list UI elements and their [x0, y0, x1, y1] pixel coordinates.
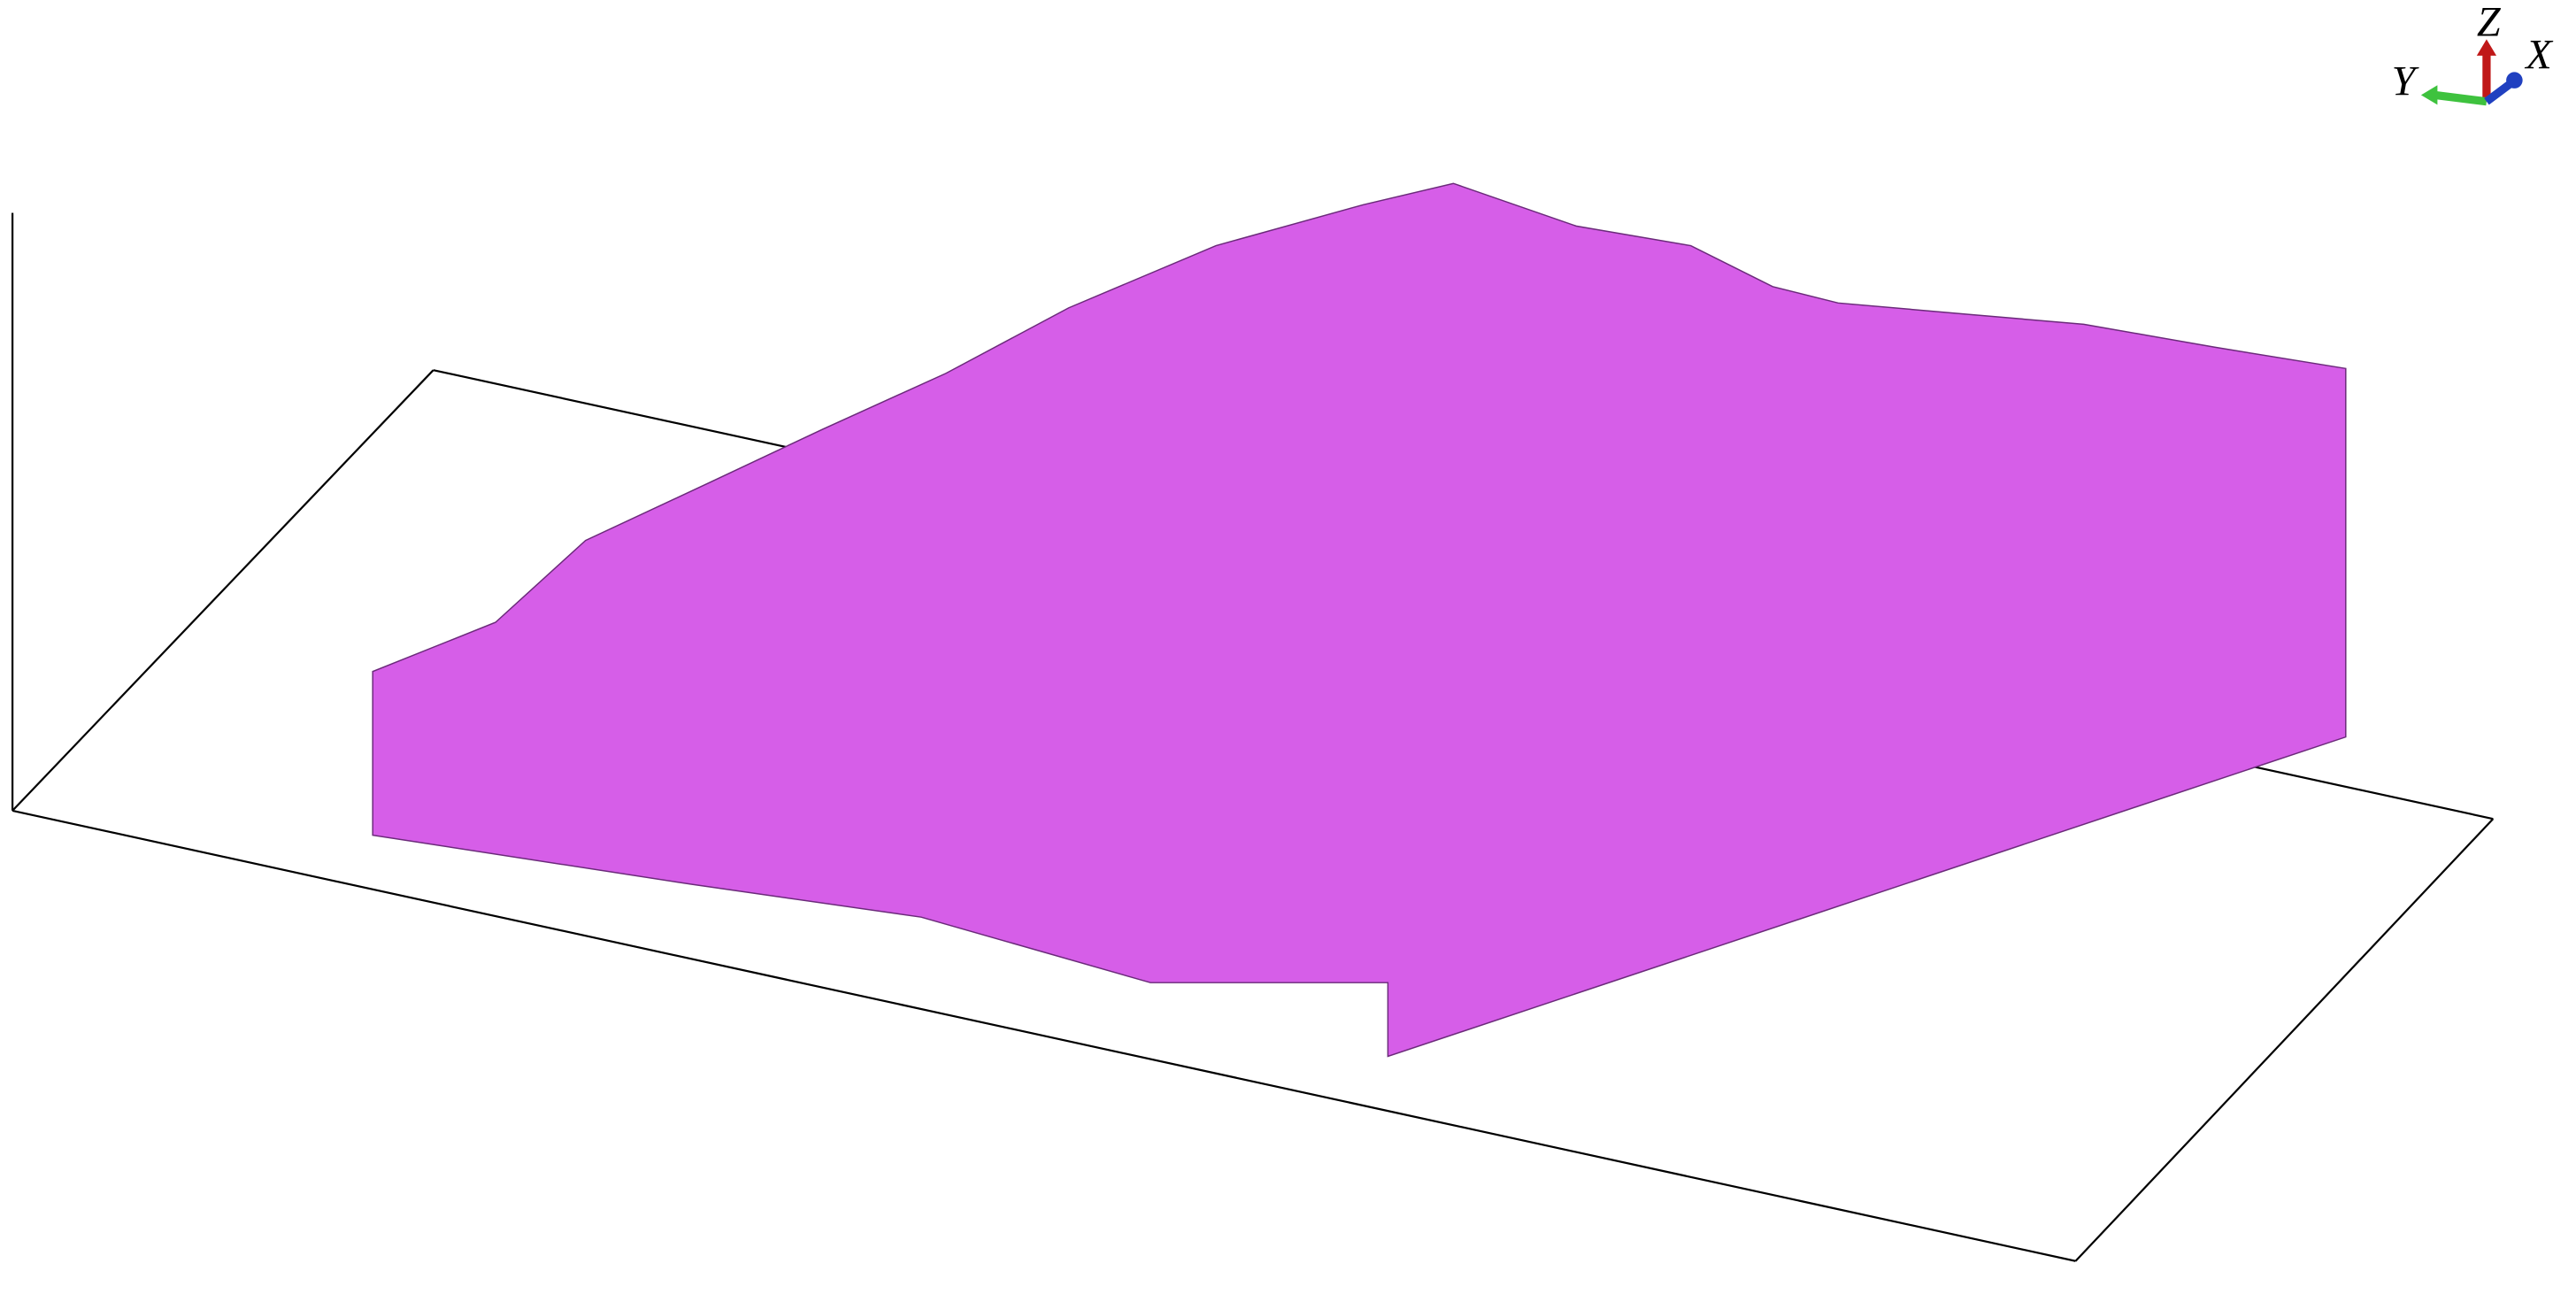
axis-triad: Z X Y: [2392, 0, 2553, 106]
y-arrow: [2434, 90, 2488, 106]
z-label: Z: [2477, 0, 2502, 46]
y-label: Y: [2392, 58, 2420, 104]
box-edge: [2074, 818, 2495, 1262]
x-arrow-head: [2506, 72, 2523, 89]
main-section: [372, 182, 2347, 1058]
z-arrow-head: [2476, 39, 2497, 56]
box-edge: [12, 369, 434, 812]
x-label: X: [2524, 32, 2553, 79]
y-arrow-head: [2420, 85, 2438, 105]
box-edge: [12, 809, 2076, 1262]
